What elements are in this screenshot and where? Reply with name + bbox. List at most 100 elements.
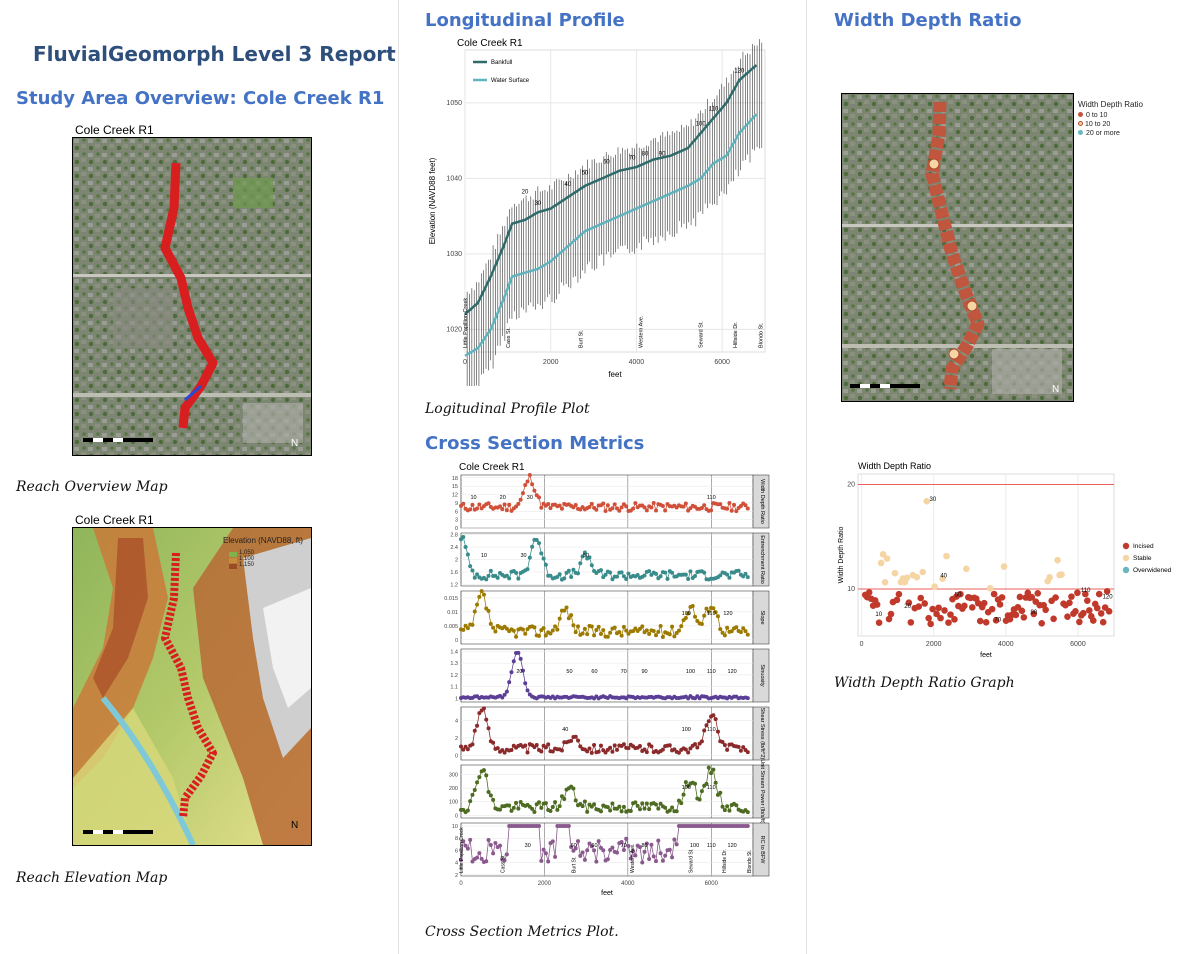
y-tick-label: 0 — [455, 813, 458, 819]
metric-point — [537, 824, 542, 829]
metric-point — [601, 848, 606, 853]
metric-point — [514, 570, 519, 575]
wdr-point — [891, 569, 899, 577]
metric-point — [642, 573, 647, 578]
metric-point — [537, 800, 542, 805]
landmark-label: Cass St. — [506, 327, 512, 348]
metric-point — [468, 507, 473, 512]
metric-point — [631, 848, 636, 853]
wdr-point — [919, 568, 927, 576]
wdr-point — [895, 590, 903, 598]
metric-point — [624, 836, 629, 841]
metric-point — [546, 502, 551, 507]
station-label: 80 — [641, 843, 647, 849]
station-label: 120 — [734, 69, 745, 75]
metric-point — [504, 573, 509, 578]
landmark-label: Little Papillion Creek — [463, 298, 469, 348]
elevation-map-image: N — [73, 528, 311, 845]
station-label: 60 — [591, 843, 597, 849]
metric-point — [580, 850, 585, 855]
metric-point — [472, 575, 477, 580]
metric-point — [683, 780, 688, 785]
metric-point — [626, 571, 631, 576]
station-label: 70 — [621, 669, 627, 675]
wdr-point — [929, 605, 936, 613]
metric-point — [582, 799, 587, 804]
metric-point — [670, 570, 675, 575]
wdr-point — [881, 578, 889, 586]
station-label: 100 — [682, 611, 691, 617]
metric-point — [587, 555, 592, 560]
y-tick-label: 12 — [452, 493, 458, 499]
metric-point — [470, 742, 475, 747]
landmark-label: Hillside Dr. — [733, 321, 739, 348]
metric-point — [713, 610, 718, 615]
metric-point — [566, 616, 571, 621]
metric-point — [534, 538, 539, 543]
metric-point — [621, 574, 626, 579]
station-label: 10 — [470, 495, 476, 501]
metric-point — [720, 804, 725, 809]
wdr-point — [877, 559, 885, 567]
wdr-point — [915, 603, 923, 610]
metric-point — [665, 576, 670, 581]
x-tick-label: 0 — [860, 641, 864, 648]
wdr-point — [982, 619, 990, 626]
y-tick-label: 1040 — [446, 175, 462, 182]
metric-point — [516, 806, 521, 811]
metric-point — [660, 634, 665, 639]
wdr-map: N — [841, 93, 1074, 402]
long-profile-caption: Logitudinal Profile Plot — [425, 401, 590, 417]
metric-point — [601, 628, 606, 633]
metric-point — [718, 573, 723, 578]
metric-point — [532, 809, 537, 814]
metric-point — [601, 501, 606, 506]
metric-point — [745, 506, 750, 511]
wdr-point — [1038, 620, 1046, 627]
station-label: 50 — [582, 171, 589, 177]
metric-point — [734, 625, 739, 630]
metric-point — [486, 608, 491, 613]
metric-point — [585, 632, 590, 637]
metric-point — [647, 857, 652, 862]
metric-point — [548, 631, 553, 636]
metric-point — [484, 859, 489, 864]
y-tick-label: 6 — [455, 848, 458, 854]
metric-point — [635, 803, 640, 808]
wdr-point — [939, 575, 946, 582]
y-tick-label: 0 — [455, 754, 458, 760]
metric-point — [619, 809, 624, 814]
metric-point — [615, 574, 620, 579]
metric-point — [745, 750, 750, 755]
metric-point — [660, 858, 665, 863]
metric-point — [468, 837, 473, 842]
landmark-label: Blondo St. — [747, 850, 753, 873]
wdr-point — [1030, 610, 1038, 618]
wdr-chart: Width Depth Ratio 0 2000 4000 6000 10 20 feet Wi… — [838, 461, 1172, 658]
metric-point — [486, 838, 491, 843]
metric-point — [523, 631, 528, 636]
metric-point — [649, 744, 654, 749]
metric-point — [543, 745, 548, 750]
metric-point — [615, 850, 620, 855]
metric-point — [543, 562, 548, 567]
metric-point — [663, 570, 668, 575]
metric-point — [589, 624, 594, 629]
elevation-legend-item: 1,050 — [239, 550, 255, 556]
metric-point — [582, 626, 587, 631]
metric-point — [500, 695, 505, 700]
landmark-label: Seward St. — [688, 849, 694, 873]
metric-point — [589, 563, 594, 568]
cross-section-heading: Cross Section Metrics — [425, 433, 645, 454]
wdr-point — [1042, 606, 1049, 614]
report-title: FluvialGeomorph Level 3 Report — [33, 42, 396, 66]
y-tick-label: 4 — [455, 861, 458, 867]
wdr-point — [1072, 608, 1079, 615]
metric-point — [509, 808, 514, 813]
metric-point — [525, 567, 530, 572]
metric-point — [704, 781, 709, 786]
metric-point — [621, 624, 626, 629]
svg-text:N: N — [291, 438, 298, 449]
metric-point — [594, 859, 599, 864]
legend-swatch — [1122, 554, 1130, 562]
